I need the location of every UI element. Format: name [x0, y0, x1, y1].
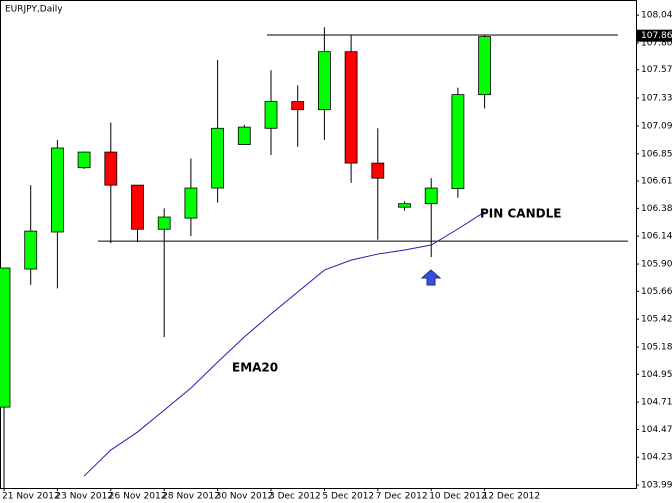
- candle-body: [451, 94, 465, 190]
- candle-body: [264, 101, 278, 129]
- y-tick-label: 105.665: [641, 287, 672, 297]
- candle-body: [51, 147, 64, 233]
- candle-body: [77, 151, 91, 169]
- candle-body: [371, 162, 385, 179]
- y-tick-label: 105.425: [641, 315, 672, 325]
- candle-body: [398, 203, 411, 208]
- candle-body: [317, 51, 331, 111]
- y-tick-label: 105.185: [641, 343, 672, 353]
- x-tick-label: 21 Nov 2012: [2, 492, 60, 502]
- arrow: [420, 269, 442, 286]
- y-tick-label: 104.475: [641, 425, 672, 435]
- y-tick-label: 107.805: [641, 38, 672, 48]
- y-tick-label: 106.615: [641, 177, 672, 187]
- x-tick-label: 3 Dec 2012: [269, 492, 321, 502]
- current-price-box: [636, 29, 672, 42]
- current-price-label: 107.868: [641, 31, 672, 41]
- y-tick-label: 106.850: [641, 149, 672, 159]
- candle-body: [237, 126, 251, 145]
- candle-body: [131, 184, 144, 230]
- x-tick-label: 12 Dec 2012: [483, 492, 540, 502]
- ema-line: [83, 211, 485, 477]
- y-tick-label: 106.140: [641, 232, 672, 242]
- candle-body: [211, 127, 225, 189]
- series-label: EMA20: [232, 361, 278, 375]
- x-tick-label: 23 Nov 2012: [55, 492, 113, 502]
- candle-body: [157, 216, 171, 230]
- candle-body: [344, 51, 358, 164]
- y-tick-label: 103.995: [641, 481, 672, 491]
- y-tick-label: 106.380: [641, 204, 672, 214]
- candle-body: [24, 230, 38, 270]
- x-tick-label: 30 Nov 2012: [216, 492, 274, 502]
- x-tick-label: 7 Dec 2012: [376, 492, 428, 502]
- candle-body: [0, 267, 11, 408]
- annotation: PIN CANDLE: [480, 207, 561, 221]
- y-tick-label: 104.235: [641, 453, 672, 463]
- y-tick-label: 105.900: [641, 260, 672, 270]
- x-tick-label: 10 Dec 2012: [429, 492, 487, 502]
- plot-frame: [0, 0, 637, 489]
- y-tick-label: 107.575: [641, 65, 672, 75]
- y-tick-label: 107.090: [641, 121, 672, 131]
- y-tick-label: 104.950: [641, 370, 672, 380]
- candle-body: [424, 187, 438, 205]
- candle-body: [478, 36, 492, 96]
- y-tick-label: 107.330: [641, 94, 672, 104]
- candle-body: [291, 101, 305, 111]
- chart-title: EURJPY,Daily: [5, 5, 63, 15]
- x-tick-label: 5 Dec 2012: [322, 492, 374, 502]
- candle-body: [184, 187, 198, 219]
- y-tick-label: 104.710: [641, 398, 672, 408]
- y-tick-label: 108.045: [641, 11, 672, 21]
- x-tick-label: 28 Nov 2012: [162, 492, 220, 502]
- candle-body: [104, 151, 118, 186]
- x-tick-label: 26 Nov 2012: [109, 492, 167, 502]
